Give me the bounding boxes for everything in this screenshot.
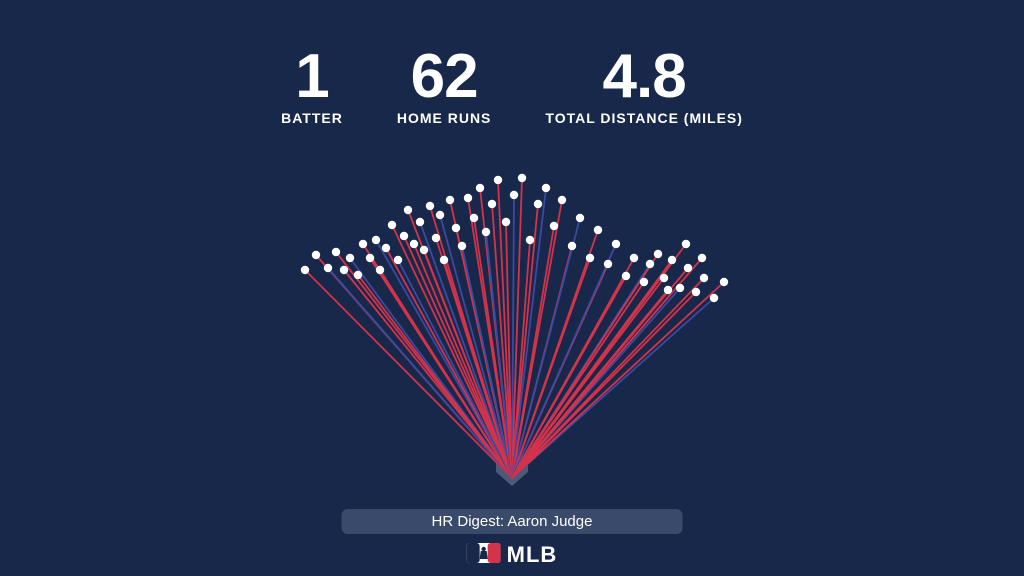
hr-landing-point xyxy=(372,236,380,244)
hr-landing-point xyxy=(400,232,408,240)
hr-landing-point xyxy=(518,174,526,182)
hr-landing-point xyxy=(346,254,354,262)
spray-chart xyxy=(0,0,1024,576)
hr-landing-point xyxy=(646,260,654,268)
hr-landing-point xyxy=(720,278,728,286)
caption-text: HR Digest: Aaron Judge xyxy=(432,513,593,530)
hr-landing-point xyxy=(640,278,648,286)
hr-landing-point xyxy=(476,184,484,192)
hr-landing-point xyxy=(359,240,367,248)
hr-landing-point xyxy=(382,244,390,252)
hr-landing-point xyxy=(301,266,309,274)
hr-landing-point xyxy=(416,218,424,226)
hr-landing-point xyxy=(482,228,490,236)
hr-landing-point xyxy=(404,206,412,214)
hr-landing-point xyxy=(710,294,718,302)
hr-landing-point xyxy=(446,196,454,204)
hr-landing-point xyxy=(436,211,444,219)
hr-trajectory xyxy=(512,244,686,478)
hr-landing-point xyxy=(388,221,396,229)
hr-landing-point xyxy=(682,240,690,248)
hr-landing-point xyxy=(340,266,348,274)
hr-landing-point xyxy=(470,214,478,222)
mlb-logo-icon xyxy=(467,543,501,568)
hr-landing-point xyxy=(676,284,684,292)
hr-landing-point xyxy=(692,288,700,296)
hr-landing-point xyxy=(452,224,460,232)
hr-trajectory xyxy=(512,282,724,478)
hr-landing-point xyxy=(542,184,550,192)
hr-landing-point xyxy=(426,202,434,210)
stage: 1 BATTER 62 HOME RUNS 4.8 TOTAL DISTANCE… xyxy=(0,0,1024,576)
hr-landing-point xyxy=(332,248,340,256)
hr-landing-point xyxy=(464,194,472,202)
hr-landing-point xyxy=(534,200,542,208)
hr-landing-point xyxy=(612,240,620,248)
hr-landing-point xyxy=(700,274,708,282)
hr-landing-point xyxy=(668,256,676,264)
hr-landing-point xyxy=(376,266,384,274)
hr-landing-point xyxy=(510,191,518,199)
mlb-logo: MLB xyxy=(467,542,558,568)
hr-landing-point xyxy=(604,260,612,268)
hr-landing-point xyxy=(622,272,630,280)
hr-landing-point xyxy=(526,236,534,244)
hr-landing-point xyxy=(458,242,466,250)
hr-landing-point xyxy=(684,264,692,272)
hr-landing-point xyxy=(488,200,496,208)
hr-landing-point xyxy=(502,218,510,226)
hr-landing-point xyxy=(354,271,362,279)
hr-landing-point xyxy=(630,254,638,262)
hr-landing-point xyxy=(576,214,584,222)
hr-landing-point xyxy=(312,251,320,259)
hr-landing-point xyxy=(394,256,402,264)
hr-landing-point xyxy=(664,286,672,294)
hr-landing-point xyxy=(324,264,332,272)
hr-landing-point xyxy=(440,256,448,264)
hr-landing-point xyxy=(494,176,502,184)
hr-landing-point xyxy=(420,246,428,254)
caption-bar: HR Digest: Aaron Judge xyxy=(342,509,683,534)
hr-landing-point xyxy=(594,226,602,234)
hr-landing-point xyxy=(366,254,374,262)
hr-landing-point xyxy=(432,234,440,242)
hr-landing-point xyxy=(568,242,576,250)
hr-landing-point xyxy=(550,222,558,230)
hr-landing-point xyxy=(558,196,566,204)
hr-landing-point xyxy=(654,250,662,258)
hr-landing-point xyxy=(410,240,418,248)
hr-landing-point xyxy=(586,254,594,262)
hr-landing-point xyxy=(660,274,668,282)
hr-landing-point xyxy=(698,254,706,262)
mlb-logo-text: MLB xyxy=(507,542,558,568)
